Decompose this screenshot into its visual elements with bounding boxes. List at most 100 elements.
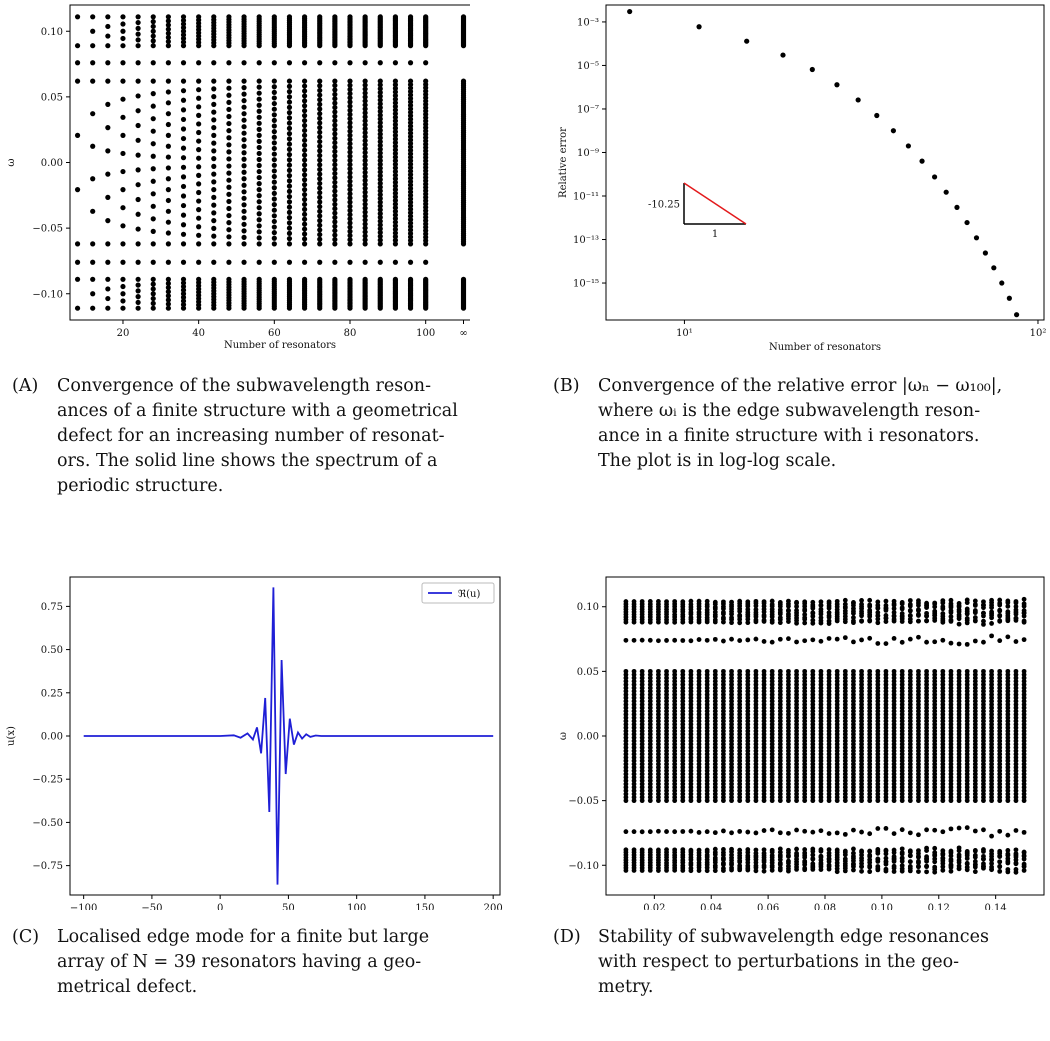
data-point bbox=[883, 725, 889, 731]
data-point bbox=[867, 597, 873, 603]
data-point bbox=[907, 781, 913, 787]
data-point bbox=[794, 702, 799, 707]
data-point bbox=[680, 705, 686, 711]
data-point bbox=[672, 748, 678, 754]
data-point bbox=[907, 784, 913, 790]
data-point bbox=[680, 741, 686, 747]
data-point bbox=[916, 688, 921, 694]
data-point bbox=[407, 78, 414, 84]
data-point bbox=[874, 112, 880, 119]
data-point bbox=[664, 698, 669, 704]
data-point bbox=[721, 688, 726, 694]
data-point bbox=[891, 758, 897, 764]
data-point bbox=[317, 180, 323, 187]
data-point bbox=[196, 276, 202, 282]
data-point bbox=[211, 218, 217, 224]
data-point bbox=[74, 305, 81, 311]
data-point bbox=[301, 276, 308, 282]
data-point bbox=[794, 675, 799, 681]
data-point bbox=[256, 126, 262, 132]
data-point bbox=[1013, 778, 1019, 784]
data-point bbox=[392, 150, 399, 157]
data-point bbox=[899, 775, 905, 780]
data-point bbox=[875, 826, 881, 831]
data-point bbox=[1021, 748, 1027, 754]
data-point bbox=[834, 731, 840, 737]
data-point bbox=[680, 788, 686, 794]
data-point bbox=[769, 728, 775, 734]
data-point bbox=[940, 867, 946, 873]
data-point bbox=[883, 682, 889, 688]
x-tick-label: 0.04 bbox=[700, 903, 722, 910]
data-point bbox=[761, 748, 767, 754]
data-point bbox=[226, 212, 232, 219]
data-point bbox=[737, 638, 743, 643]
data-point bbox=[362, 193, 368, 199]
data-point bbox=[745, 698, 751, 704]
data-point bbox=[631, 775, 637, 780]
data-point bbox=[924, 675, 929, 681]
data-point bbox=[211, 78, 217, 84]
data-point bbox=[891, 613, 897, 619]
data-point bbox=[794, 741, 799, 747]
data-point bbox=[972, 728, 978, 734]
data-point bbox=[924, 600, 929, 606]
data-point bbox=[834, 741, 840, 747]
data-point bbox=[1013, 867, 1019, 872]
data-point bbox=[623, 712, 629, 717]
data-point bbox=[639, 702, 645, 707]
data-point bbox=[120, 187, 126, 193]
data-point bbox=[704, 745, 710, 750]
data-point bbox=[631, 745, 637, 750]
data-point bbox=[948, 862, 954, 868]
data-point bbox=[631, 692, 637, 697]
caption-line: ances of a finite structure with a geome… bbox=[57, 401, 458, 421]
data-point bbox=[753, 731, 759, 737]
data-point bbox=[680, 755, 686, 760]
data-point bbox=[721, 599, 726, 605]
data-point bbox=[842, 781, 848, 787]
data-point bbox=[150, 166, 156, 172]
data-point bbox=[777, 751, 783, 757]
data-point bbox=[712, 758, 718, 764]
data-point bbox=[135, 108, 141, 114]
data-point bbox=[964, 712, 970, 717]
data-point bbox=[842, 728, 848, 734]
data-point bbox=[981, 771, 986, 777]
data-point bbox=[924, 827, 929, 833]
data-point bbox=[656, 598, 661, 604]
data-point bbox=[1021, 791, 1027, 797]
data-point bbox=[623, 748, 629, 754]
data-point bbox=[810, 728, 816, 734]
data-point bbox=[972, 794, 978, 800]
data-point bbox=[981, 745, 986, 750]
data-point bbox=[794, 722, 799, 727]
data-point bbox=[761, 672, 767, 678]
data-point bbox=[688, 725, 694, 731]
data-point bbox=[647, 722, 653, 727]
data-point bbox=[1005, 688, 1011, 694]
data-point bbox=[120, 241, 126, 247]
data-point bbox=[664, 847, 669, 853]
data-point bbox=[907, 722, 913, 727]
data-point bbox=[301, 216, 308, 222]
data-point bbox=[680, 675, 686, 681]
data-point bbox=[981, 738, 986, 744]
data-point bbox=[712, 794, 718, 800]
data-point bbox=[392, 197, 399, 204]
data-point bbox=[712, 765, 718, 770]
data-point bbox=[875, 682, 881, 688]
data-point bbox=[940, 864, 946, 870]
data-point bbox=[753, 765, 759, 770]
data-point bbox=[940, 761, 946, 767]
data-point bbox=[737, 675, 743, 681]
data-point bbox=[135, 19, 141, 26]
data-point bbox=[704, 781, 710, 787]
data-point bbox=[851, 755, 856, 760]
data-point bbox=[753, 738, 759, 744]
data-point bbox=[150, 153, 156, 159]
data-point bbox=[948, 771, 954, 777]
data-point bbox=[226, 135, 232, 141]
data-point bbox=[1021, 751, 1027, 757]
data-point bbox=[317, 241, 323, 247]
